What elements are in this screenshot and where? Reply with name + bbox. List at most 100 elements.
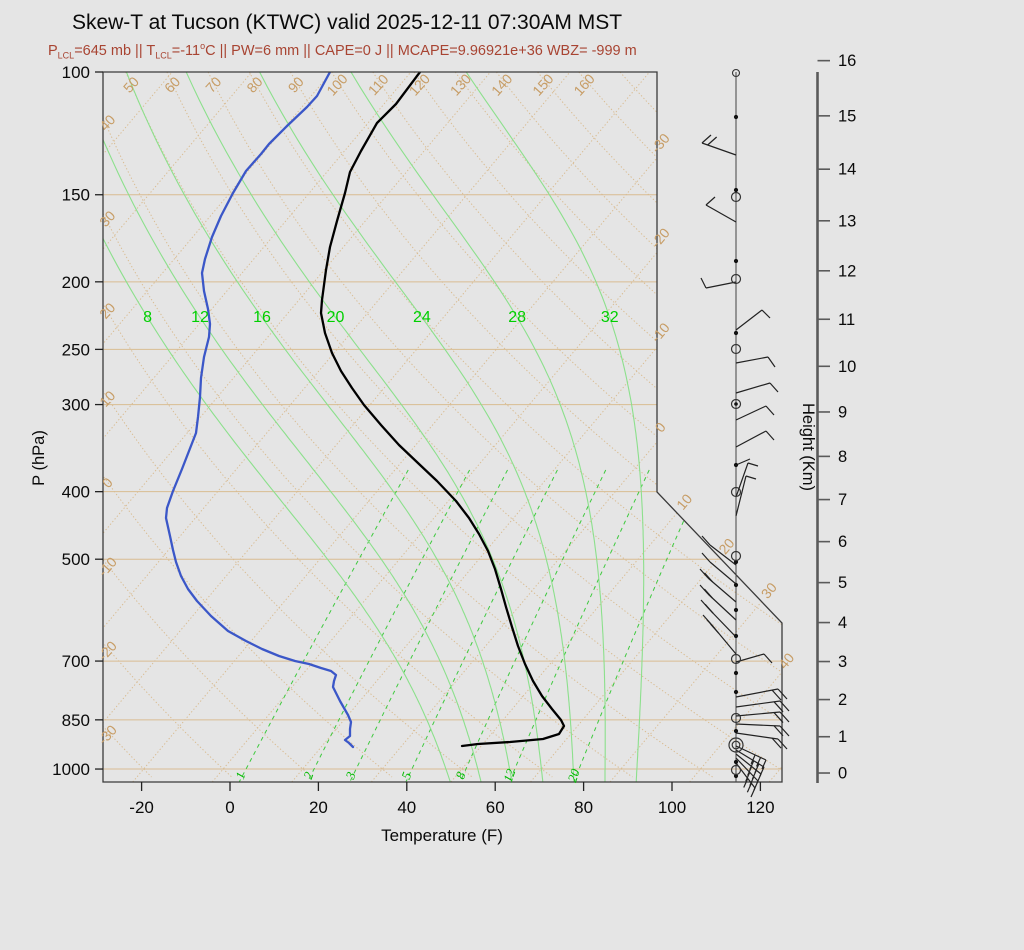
subtitle-part: =645 mb || T [74, 42, 156, 59]
wind-barb-tick [747, 462, 759, 467]
mixing-ratio-line [238, 469, 409, 782]
wind-barb-shaft [735, 688, 779, 698]
isotherm-line [689, 72, 782, 782]
isotherm-line [103, 72, 332, 782]
wind-barb-shaft [709, 544, 737, 566]
isotherm-line [103, 72, 571, 782]
wind-barb [735, 462, 759, 498]
wind-barb [700, 277, 737, 289]
subtitle-part: o [200, 41, 206, 51]
dry-adiabat-label: 150 [529, 70, 557, 98]
wind-barb-tick [746, 782, 752, 793]
wind-barb [700, 599, 737, 638]
isotherm-line [450, 72, 782, 782]
wind-barb [699, 568, 737, 603]
dry-adiabat-line [454, 72, 782, 778]
wind-barb-tick [761, 759, 767, 770]
wind-barb-shaft [707, 577, 737, 603]
wind-barb-tick [773, 712, 784, 723]
mixing-ratio-line [573, 469, 707, 782]
wind-barb-tick [705, 196, 716, 206]
dry-adiabat-line [103, 72, 152, 778]
subtitle-part: LCL [155, 50, 172, 61]
isotherm-label: 30 [758, 579, 780, 601]
wind-barb-shaft [709, 561, 737, 585]
wind-barb-column [699, 68, 790, 798]
wind-barb-tick [710, 623, 720, 634]
wind-level-circle [730, 653, 742, 665]
wind-barb-shaft [735, 700, 781, 708]
dry-adiabat-line [496, 72, 782, 778]
dry-adiabat-label: 70 [202, 73, 224, 95]
dry-adiabat-line [537, 72, 782, 778]
height-tick-label: 11 [838, 311, 855, 329]
wind-level-circled-dot [730, 398, 742, 410]
wind-barb [735, 430, 775, 448]
temperature-axis-title: Temperature (F) [381, 826, 503, 845]
wind-barb [699, 584, 737, 621]
subtitle-part: C || PW=6 mm || CAPE=0 J || MCAPE=9.9692… [205, 42, 637, 59]
mixing-ratio-line [508, 469, 650, 782]
mixing-ratio-label: 8 [452, 769, 468, 781]
wind-barb-shaft [735, 711, 781, 717]
moist-adiabat-line [103, 72, 482, 782]
pressure-axis-title: P (hPa) [30, 430, 48, 486]
isotherm-line [103, 72, 173, 782]
wind-barb-shaft [735, 458, 751, 466]
wind-barb-shaft [735, 757, 759, 782]
isotherm-label: -30 [648, 130, 673, 156]
wind-level-dot [733, 670, 739, 676]
wind-level-circle [730, 191, 742, 203]
wind-barb-shaft [705, 204, 737, 223]
wind-barb [735, 745, 767, 770]
wind-barb-shaft [735, 462, 749, 498]
wind-staff-top-circle [731, 68, 741, 78]
pressure-tick-label: 150 [62, 186, 90, 205]
wind-barb-tick [704, 603, 714, 614]
moist-adiabat-label: 16 [253, 309, 271, 326]
dry-adiabat-label: 60 [161, 73, 183, 95]
mixing-ratio-label: 2 [300, 769, 316, 781]
background-grid [103, 72, 782, 782]
wind-barb [735, 309, 771, 331]
temperature-tick-label: 40 [397, 798, 416, 817]
wind-barb [701, 535, 737, 566]
dry-adiabat-line [103, 72, 553, 778]
wind-level-circle [730, 550, 742, 562]
wind-level-dot [733, 187, 739, 193]
moist-adiabat-label: 8 [143, 309, 152, 326]
temperature-tick-label: 60 [486, 798, 505, 817]
isotherm-label: 0 [652, 419, 669, 435]
height-tick-label: 16 [838, 52, 856, 70]
pressure-tick-label: 250 [62, 340, 90, 359]
isotherm-label: 40 [775, 650, 797, 672]
mixing-ratio-line [349, 469, 508, 782]
wind-barb-tick [747, 766, 753, 776]
wind-level-circle [730, 343, 742, 355]
dry-adiabat-label: 50 [120, 73, 142, 95]
wind-barb-shaft [735, 356, 769, 364]
isotherm-line [132, 72, 730, 782]
isotherm-line [291, 72, 782, 782]
dry-adiabat-label: -10 [95, 554, 121, 580]
dry-adiabat-line [289, 72, 782, 778]
wind-level-dot [733, 633, 739, 639]
wind-barb-tick [750, 754, 756, 765]
dry-adiabat-line [619, 72, 782, 778]
isotherm-line [530, 72, 782, 782]
wind-level-dot [733, 582, 739, 588]
wind-barb [735, 653, 773, 664]
plot-border [102, 71, 783, 783]
moist-adiabat-line [103, 72, 452, 782]
wind-barb-tick [779, 725, 790, 737]
isotherm-label: -20 [648, 225, 673, 251]
wind-barb-tick [773, 725, 784, 737]
height-tick-label: 0 [838, 765, 847, 783]
pressure-tick-label: 400 [62, 483, 90, 502]
dry-adiabat-label: 130 [447, 70, 475, 98]
wind-barb-tick [743, 778, 749, 788]
wind-level-circle [730, 486, 742, 498]
dry-adiabat-label: 120 [406, 70, 434, 98]
dry-adiabat-line [103, 72, 313, 778]
wind-barb-tick [700, 277, 707, 289]
